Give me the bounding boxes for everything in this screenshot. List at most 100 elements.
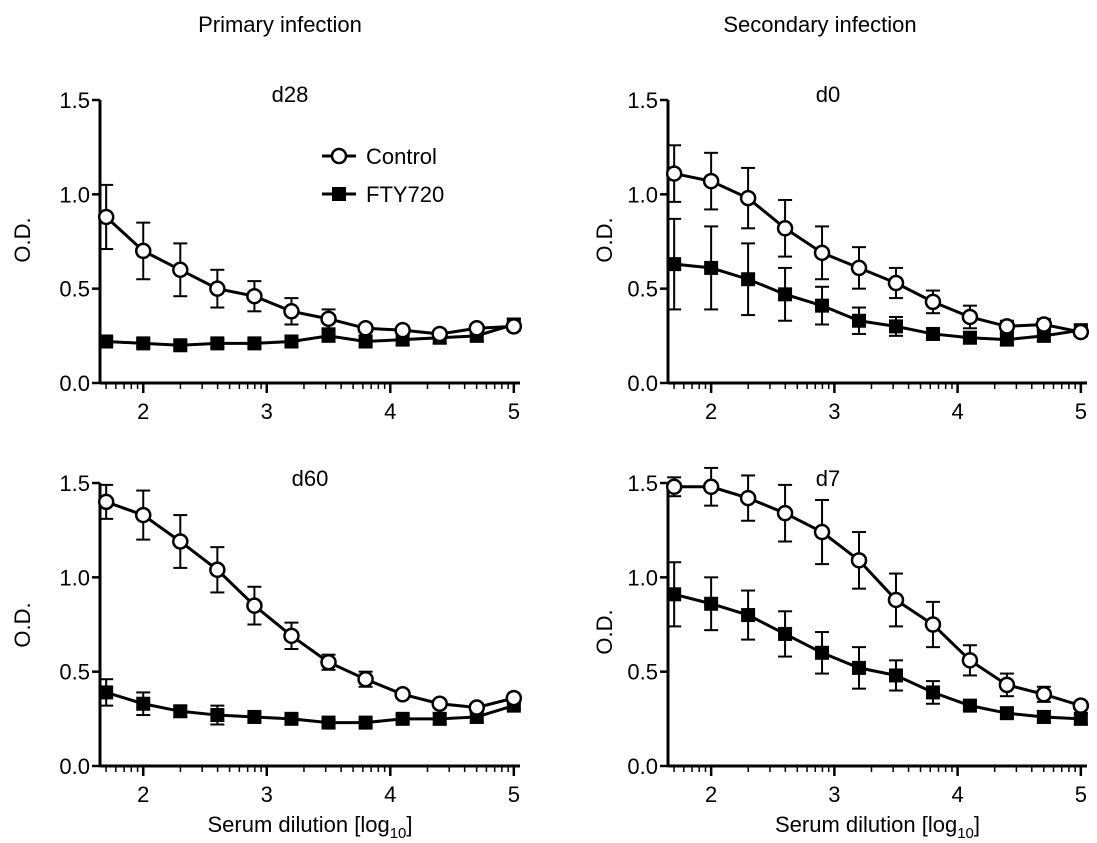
y-tick-label: 1.5 [627,88,658,113]
data-point-fty720 [704,596,719,611]
data-point-control [1035,316,1053,333]
data-point-fty720 [173,704,188,719]
data-point-fty720 [888,319,903,334]
data-point-control [320,653,337,671]
series-line [105,215,514,336]
data-point-control [739,189,757,207]
x-axis-label: Serum dilution [log10] [775,812,980,842]
y-tick-label: 1.5 [59,88,90,113]
data-point-control [1072,323,1090,341]
data-point-fty720 [321,715,336,730]
data-point-control [134,242,152,260]
y-tick-label: 1.0 [627,565,658,590]
y-axis-label: O.D. [592,609,617,654]
data-point-control [961,652,979,669]
data-point-fty720 [962,698,977,713]
data-point-fty720 [395,711,410,726]
chart-panel-d0: 0.0 0.5 1.0 1.5 2 3 4 5 d0 O.D. [592,82,1090,424]
x-axis-label: Serum dilution [log10] [207,812,412,842]
column-title-primary: Primary infection [198,12,362,37]
data-point-control [283,627,300,645]
data-point-fty720 [210,708,225,723]
legend-marker-fty720 [332,187,346,201]
x-axis-label-bracket: ] [406,812,412,837]
chart-panel-d7: 0.0 0.5 1.0 1.5 2 3 4 5 d7 O.D. Serum dilution [lo… [592,466,1090,842]
x-tick-label: 4 [384,399,396,424]
data-point-control [246,597,263,614]
data-point-fty720 [136,696,151,711]
data-point-control [468,320,486,337]
y-tick-label: 1.0 [59,565,90,590]
data-point-control [887,591,905,609]
data-point-fty720 [358,715,373,730]
series-line [105,500,515,710]
legend-marker-control [330,147,348,165]
legend: Control FTY720 [322,144,444,207]
data-point-control [998,676,1016,694]
data-point-fty720 [210,336,225,351]
data-point-fty720 [741,608,756,623]
y-tick-label: 1.5 [59,471,90,496]
panel-title: d28 [272,82,309,107]
data-point-fty720 [704,260,719,275]
x-axis-label-subscript: 10 [957,825,974,842]
data-point-fty720 [741,272,756,287]
data-point-control [357,320,374,337]
x-tick-label: 4 [951,399,963,424]
series-control [665,466,1090,714]
y-tick-label: 0.0 [627,371,658,396]
data-point-fty720 [815,645,830,660]
chart-panel-d28: 0.0 0.5 1.0 1.5 2 3 4 5 d28 O.D. Control FTY720 [10,82,523,424]
data-point-fty720 [888,668,903,683]
x-tick-label: 3 [261,399,273,424]
data-point-control [813,523,831,541]
y-tick-label: 0.5 [627,660,658,685]
data-point-control [850,259,868,277]
data-point-fty720 [432,711,447,726]
series-fty720 [667,561,1088,726]
data-point-control [813,244,831,262]
y-tick-label: 0.0 [627,754,658,779]
data-point-control [739,489,757,507]
legend-label: Control [366,144,437,169]
data-point-control [776,504,794,522]
data-point-fty720 [321,328,336,343]
data-point-control [924,616,942,633]
series-line [106,323,515,347]
data-point-fty720 [358,334,373,349]
data-point-fty720 [999,332,1014,347]
series-line [673,592,1081,721]
data-point-fty720 [284,711,299,726]
data-point-control [394,321,411,339]
series-control [97,483,523,716]
y-tick-label: 1.5 [627,471,658,496]
data-point-fty720 [99,334,114,349]
data-point-control [505,689,523,707]
data-point-fty720 [925,326,940,341]
y-axis-label: O.D. [10,217,35,262]
data-point-control [468,699,486,716]
data-point-fty720 [247,336,262,351]
data-point-fty720 [1036,709,1051,724]
data-point-fty720 [284,334,299,349]
panel-title: d7 [816,466,840,491]
series-fty720 [667,217,1088,347]
data-point-fty720 [667,587,682,602]
series-line [105,690,515,725]
data-point-fty720 [778,287,793,302]
legend-label: FTY720 [366,182,444,207]
data-point-control [887,274,905,292]
x-axis-label-main: Serum dilution [log [207,812,389,837]
column-title-secondary: Secondary infection [723,12,917,37]
data-point-control [172,533,189,550]
data-point-fty720 [1036,328,1051,343]
y-axis-label: O.D. [592,217,617,262]
data-point-fty720 [962,330,977,345]
panel-title: d0 [816,82,840,107]
data-point-fty720 [173,338,188,353]
data-point-fty720 [852,660,867,675]
x-tick-label: 4 [384,782,396,807]
data-point-control [357,670,374,688]
data-point-control [172,261,189,279]
